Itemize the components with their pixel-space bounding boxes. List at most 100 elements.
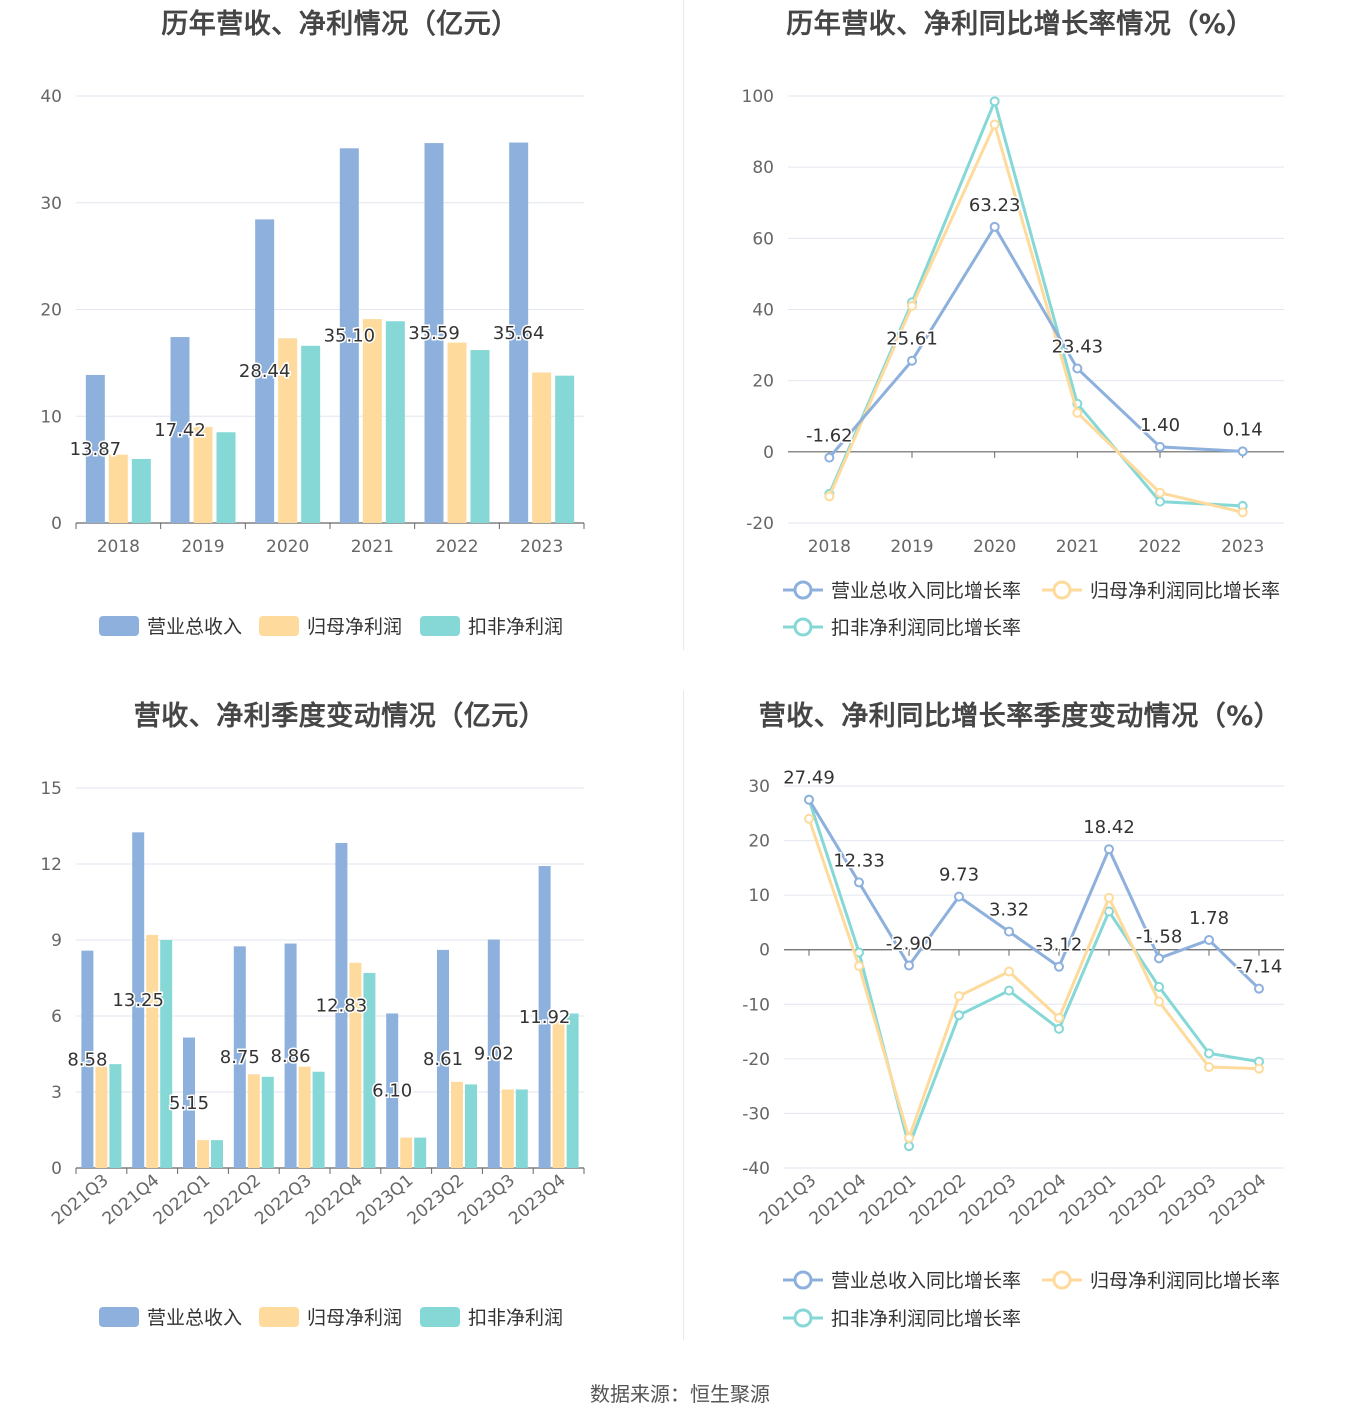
legend-label: 归母净利润	[307, 616, 402, 638]
bar-netprofit	[108, 454, 128, 523]
y-tick-label: 80	[752, 158, 774, 178]
data-point	[1154, 953, 1164, 964]
data-label: 63.23	[969, 195, 1021, 216]
data-point	[1072, 407, 1083, 418]
x-tick-label: 2023Q4	[1206, 1171, 1271, 1230]
data-point	[1237, 446, 1248, 457]
y-tick-label: 10	[40, 407, 62, 427]
bar-revenue	[538, 866, 551, 1168]
bar-revenue	[487, 939, 500, 1168]
legend-swatch	[259, 1307, 299, 1327]
x-tick-label: 2022Q2	[200, 1171, 265, 1230]
legend-swatch	[420, 1307, 460, 1327]
data-label: 5.15	[169, 1093, 209, 1114]
bar-netprofit	[278, 338, 298, 523]
y-tick-label: 10	[748, 886, 770, 906]
data-point	[1054, 961, 1064, 972]
data-point	[1237, 507, 1248, 518]
bar-netprofit	[95, 1066, 108, 1168]
bar-revenue	[284, 943, 297, 1168]
x-tick-label: 2022Q1	[150, 1171, 215, 1230]
y-tick-label: 20	[748, 832, 770, 852]
legend-label: 扣非净利润同比增长率	[831, 617, 1021, 639]
data-point	[1155, 496, 1165, 507]
data-label: -3.12	[1036, 935, 1083, 956]
legend-marker	[793, 580, 813, 600]
data-label: 8.86	[271, 1046, 311, 1067]
data-label: 12.83	[316, 995, 368, 1016]
x-tick-label: 2019	[890, 537, 933, 557]
data-label: 35.64	[493, 323, 545, 344]
bar-netprofit	[362, 319, 382, 523]
legend-swatch	[99, 1307, 139, 1327]
series-line-netprofit	[827, 120, 1244, 514]
data-point	[1104, 844, 1114, 855]
bar-deducted	[312, 1071, 325, 1168]
x-tick-label: 2023	[520, 537, 563, 557]
legend-marker	[793, 617, 813, 637]
series-line-revenue	[807, 798, 1261, 990]
bar-deducted	[363, 972, 376, 1168]
bar-deducted	[515, 1089, 528, 1168]
bar-revenue	[424, 143, 444, 523]
data-label: 8.61	[423, 1049, 463, 1070]
y-tick-label: 6	[51, 1007, 62, 1027]
data-point	[1154, 981, 1164, 992]
data-point	[904, 1132, 914, 1143]
data-point	[854, 961, 864, 972]
quarter-growth-chart: -40-30-20-1001020302021Q32021Q42022Q1202…	[742, 766, 1284, 1330]
x-tick-label: 2023Q2	[404, 1171, 469, 1230]
data-point	[904, 960, 914, 971]
panel-quarter-amount: 营收、净利季度变动情况（亿元） 0 3 6 9 12 15 2021Q3 2021Q4 2022…	[0, 692, 680, 1382]
data-label: 9.02	[474, 1044, 514, 1065]
x-tick-label: 2023Q3	[454, 1171, 519, 1230]
bar-netprofit	[501, 1089, 514, 1168]
data-point	[1254, 1063, 1264, 1074]
bar-revenue	[81, 950, 94, 1168]
data-label: 1.40	[1140, 415, 1180, 436]
legend-label: 营业总收入	[147, 616, 242, 638]
bar-revenue	[233, 946, 246, 1168]
series-line-deducted	[827, 96, 1243, 508]
x-tick-label: 2022Q3	[251, 1171, 316, 1230]
data-label: 27.49	[783, 768, 835, 789]
bar-deducted	[160, 940, 173, 1168]
bar-revenue	[339, 148, 359, 523]
legend-label: 营业总收入同比增长率	[831, 1270, 1021, 1292]
series-line-netprofit	[807, 818, 1260, 1143]
bar-deducted	[566, 1013, 579, 1168]
x-tick-label: 2018	[97, 537, 140, 557]
data-label: 28.44	[239, 361, 291, 382]
x-tick-label: 2022	[435, 537, 478, 557]
y-tick-label: -40	[742, 1159, 770, 1179]
bar-netprofit	[451, 1081, 463, 1168]
data-point	[1204, 1048, 1214, 1059]
chart-title: 营收、净利同比增长率季度变动情况（%）	[758, 701, 1282, 732]
data-point	[1254, 983, 1264, 994]
legend-label: 营业总收入同比增长率	[831, 580, 1021, 602]
bar-revenue	[255, 219, 275, 523]
y-tick-label: -20	[742, 1050, 770, 1070]
data-point	[1004, 966, 1014, 977]
legend-marker	[1052, 1270, 1072, 1290]
data-label: 0.14	[1223, 419, 1263, 440]
data-point	[1154, 996, 1164, 1007]
data-point	[1054, 1023, 1064, 1034]
data-point	[1204, 1062, 1214, 1073]
x-tick-label: 2021	[351, 537, 394, 557]
data-point	[824, 452, 835, 463]
data-label: -7.14	[1236, 957, 1283, 978]
bar-netprofit	[197, 1140, 209, 1168]
y-tick-label: 20	[40, 301, 62, 321]
data-source: 数据来源：恒生聚源	[590, 1382, 770, 1406]
bar-revenue	[437, 949, 449, 1168]
legend-label: 归母净利润同比增长率	[1090, 1270, 1280, 1292]
data-point	[989, 221, 1000, 232]
y-tick-label: 30	[40, 194, 62, 214]
bar-deducted	[414, 1137, 427, 1168]
data-point	[1004, 926, 1014, 937]
bar-netprofit	[298, 1066, 311, 1168]
legend-swatch	[259, 616, 299, 636]
y-tick-label: 12	[40, 855, 62, 875]
bar-deducted	[109, 1064, 122, 1168]
